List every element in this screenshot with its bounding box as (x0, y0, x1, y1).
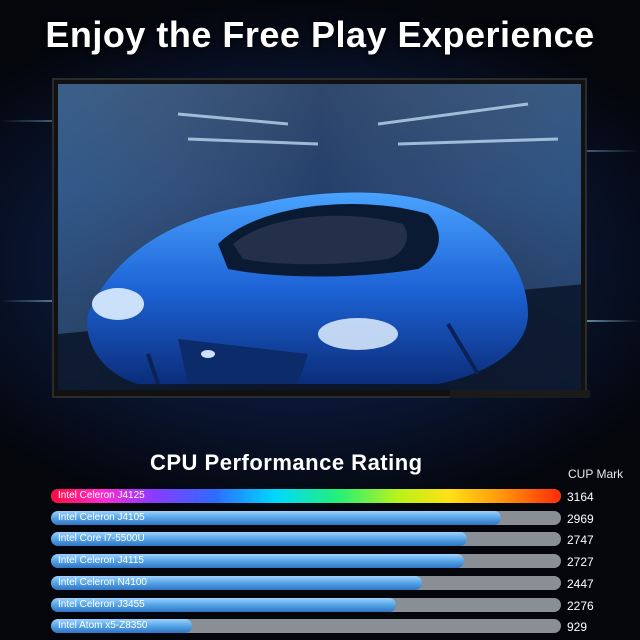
bar-label: Intel Celeron J4105 (58, 512, 145, 523)
monitor (52, 78, 587, 398)
bar-label: Intel Celeron N4100 (58, 577, 147, 588)
bar-value: 2969 (567, 512, 594, 526)
bar (51, 619, 192, 633)
bar-label: Intel Celeron J4125 (58, 490, 145, 501)
bar-label: Intel Celeron J3455 (58, 599, 145, 610)
bar-track: Intel Core i7-5500U (51, 532, 561, 546)
bar-track: Intel Celeron J4115 (51, 554, 561, 568)
bar-value: 2276 (567, 599, 594, 613)
bar-value: 3164 (567, 490, 594, 504)
bar-value: 2727 (567, 555, 594, 569)
headline: Enjoy the Free Play Experience (45, 14, 595, 55)
monitor-stand (450, 390, 590, 398)
bar-label: Intel Core i7-5500U (58, 533, 145, 544)
bar (51, 554, 464, 568)
bar-value: 2747 (567, 533, 594, 547)
monitor-screen (58, 84, 581, 390)
bar-track: Intel Celeron J3455 (51, 598, 561, 612)
bar-track: Intel Atom x5-Z8350 (51, 619, 561, 633)
bar-value: 2447 (567, 577, 594, 591)
bar-value: 929 (567, 620, 588, 634)
bar-track: Intel Celeron J4125 (51, 489, 561, 503)
sports-car-image (58, 84, 581, 390)
bar (51, 489, 561, 503)
bar (51, 511, 501, 525)
chart-title: CPU Performance Rating (150, 450, 423, 475)
bar-track: Intel Celeron J4105 (51, 511, 561, 525)
bar (51, 598, 396, 612)
bar-track: Intel Celeron N4100 (51, 576, 561, 590)
bar (51, 576, 422, 590)
bar (51, 532, 467, 546)
value-column-header: CUP Mark (568, 467, 624, 481)
bar-label: Intel Atom x5-Z8350 (58, 620, 148, 631)
bar-label: Intel Celeron J4115 (58, 555, 144, 566)
